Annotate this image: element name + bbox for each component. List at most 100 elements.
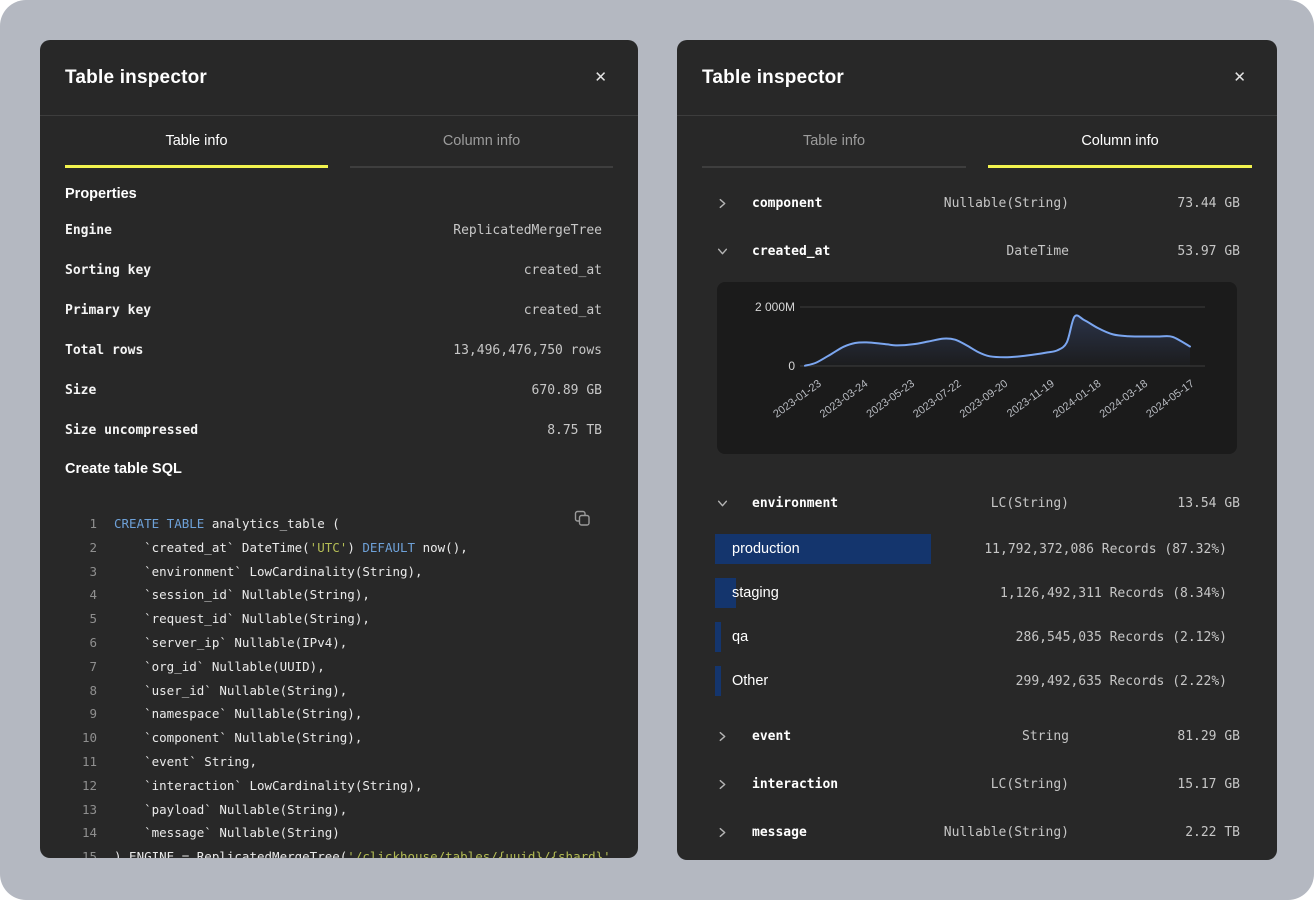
property-value: created_at	[524, 303, 602, 318]
tab-column-info[interactable]: Column info	[350, 116, 613, 168]
value-bar	[715, 666, 721, 696]
column-name: environment	[752, 496, 991, 511]
property-label: Size	[65, 383, 96, 398]
sql-code-line: 12 `interaction` LowCardinality(String),	[65, 774, 613, 798]
sql-code-line: 4 `session_id` Nullable(String),	[65, 583, 613, 607]
column-row-message[interactable]: messageNullable(String)2.22 TB	[677, 808, 1277, 856]
tab-table-info[interactable]: Table info	[702, 116, 966, 168]
table-info-content: Properties EngineReplicatedMergeTreeSort…	[40, 186, 638, 858]
x-axis-tick-label: 2023-01-23	[771, 378, 824, 421]
dialog-title: Table inspector	[65, 67, 207, 89]
column-type: DateTime	[1006, 244, 1069, 259]
line-number: 13	[65, 798, 97, 822]
dialog-title: Table inspector	[702, 67, 844, 89]
property-label: Sorting key	[65, 263, 151, 278]
column-type: Nullable(String)	[944, 196, 1069, 211]
code-text: `payload` Nullable(String),	[97, 798, 347, 822]
line-number: 8	[65, 679, 97, 703]
line-number: 11	[65, 750, 97, 774]
environment-value-breakdown: production11,792,372,086 Records (87.32%…	[677, 527, 1277, 703]
sql-code-line: 13 `payload` Nullable(String),	[65, 798, 613, 822]
close-button[interactable]: ✕	[588, 66, 613, 89]
tab-table-info[interactable]: Table info	[65, 116, 328, 168]
code-text: CREATE TABLE analytics_table (	[97, 512, 340, 536]
code-text: `request_id` Nullable(String),	[97, 607, 370, 631]
table-inspector-dialog-left: Table inspector ✕ Table info Column info…	[40, 40, 638, 858]
line-number: 2	[65, 536, 97, 560]
property-row: Sorting keycreated_at	[65, 250, 613, 290]
tab-bar: Table info Column info	[677, 116, 1277, 168]
value-bar	[715, 622, 721, 652]
sql-code-line: 2 `created_at` DateTime('UTC') DEFAULT n…	[65, 536, 613, 560]
property-row: Total rows 13,496,476,750 rows	[65, 330, 613, 370]
line-number: 9	[65, 702, 97, 726]
property-row: Size 670.89 GB	[65, 370, 613, 410]
chevron-right-icon	[717, 198, 728, 209]
value-records: 286,545,035 Records (2.12%)	[1016, 630, 1227, 645]
x-axis-tick-label: 2023-07-22	[911, 378, 964, 421]
line-number: 15	[65, 845, 97, 858]
value-records: 11,792,372,086 Records (87.32%)	[984, 542, 1227, 557]
sql-code-line: 8 `user_id` Nullable(String),	[65, 679, 613, 703]
chevron-right-icon	[717, 827, 728, 838]
line-number: 4	[65, 583, 97, 607]
code-text: `message` Nullable(String)	[97, 821, 340, 845]
sql-code-line: 10 `component` Nullable(String),	[65, 726, 613, 750]
value-label: qa	[732, 629, 748, 645]
column-row-environment[interactable]: environmentLC(String)13.54 GB	[677, 479, 1277, 527]
y-axis-label-max: 2 000M	[755, 300, 795, 314]
timeseries-chart: 2 000M02023-01-232023-03-242023-05-23202…	[717, 282, 1237, 454]
x-axis-tick-label: 2023-11-19	[1005, 378, 1057, 420]
code-text: ) ENGINE = ReplicatedMergeTree('/clickho…	[97, 845, 618, 858]
column-name: created_at	[752, 244, 1006, 259]
property-label: Primary key	[65, 303, 151, 318]
x-axis-tick-label: 2023-05-23	[864, 378, 917, 421]
copy-icon	[574, 510, 591, 527]
column-row-component[interactable]: componentNullable(String)73.44 GB	[677, 179, 1277, 227]
column-size: 73.44 GB	[1069, 196, 1240, 211]
value-row-qa: qa 286,545,035 Records (2.12%)	[677, 615, 1277, 659]
table-inspector-dialog-right: Table inspector ✕ Table info Column info…	[677, 40, 1277, 860]
column-size: 2.22 TB	[1069, 825, 1240, 840]
sql-code-line: 6 `server_ip` Nullable(IPv4),	[65, 631, 613, 655]
copy-sql-button[interactable]	[572, 508, 593, 532]
line-number: 6	[65, 631, 97, 655]
x-axis-tick-label: 2023-03-24	[818, 378, 871, 421]
properties-heading: Properties	[65, 186, 613, 202]
code-text: `session_id` Nullable(String),	[97, 583, 370, 607]
property-value: 13,496,476,750 rows	[453, 343, 602, 358]
line-number: 5	[65, 607, 97, 631]
sql-code-line: 15) ENGINE = ReplicatedMergeTree('/click…	[65, 845, 613, 858]
x-axis-tick-label: 2024-01-18	[1051, 378, 1104, 421]
sql-code-block: 1CREATE TABLE analytics_table (2 `create…	[65, 512, 613, 858]
chevron-right-icon	[717, 779, 728, 790]
column-type: Nullable(String)	[944, 825, 1069, 840]
line-number: 7	[65, 655, 97, 679]
property-row: EngineReplicatedMergeTree	[65, 210, 613, 250]
value-records: 1,126,492,311 Records (8.34%)	[1000, 586, 1227, 601]
tab-column-info[interactable]: Column info	[988, 116, 1252, 168]
column-row-interaction[interactable]: interactionLC(String)15.17 GB	[677, 760, 1277, 808]
property-label: Size uncompressed	[65, 423, 198, 438]
line-number: 10	[65, 726, 97, 750]
column-type: LC(String)	[991, 777, 1069, 792]
property-value: 670.89 GB	[532, 383, 602, 398]
code-text: `server_ip` Nullable(IPv4),	[97, 631, 347, 655]
sql-code-line: 14 `message` Nullable(String)	[65, 821, 613, 845]
code-text: `namespace` Nullable(String),	[97, 702, 362, 726]
columns-list: componentNullable(String)73.44 GBcreated…	[677, 168, 1277, 856]
y-axis-label-zero: 0	[788, 359, 795, 373]
column-row-created_at[interactable]: created_atDateTime53.97 GB	[677, 227, 1277, 275]
value-records: 299,492,635 Records (2.22%)	[1016, 674, 1227, 689]
property-row: Primary key created_at	[65, 290, 613, 330]
property-label: Total rows	[65, 343, 143, 358]
column-row-event[interactable]: eventString81.29 GB	[677, 712, 1277, 760]
create-table-sql-heading: Create table SQL	[65, 461, 613, 477]
column-name: interaction	[752, 777, 991, 792]
column-size: 13.54 GB	[1069, 496, 1240, 511]
close-button[interactable]: ✕	[1227, 66, 1252, 89]
dialog-header: Table inspector ✕	[677, 40, 1277, 116]
chevron-down-icon	[717, 246, 728, 257]
x-axis-tick-label: 2024-05-17	[1144, 378, 1197, 421]
column-size: 53.97 GB	[1069, 244, 1240, 259]
